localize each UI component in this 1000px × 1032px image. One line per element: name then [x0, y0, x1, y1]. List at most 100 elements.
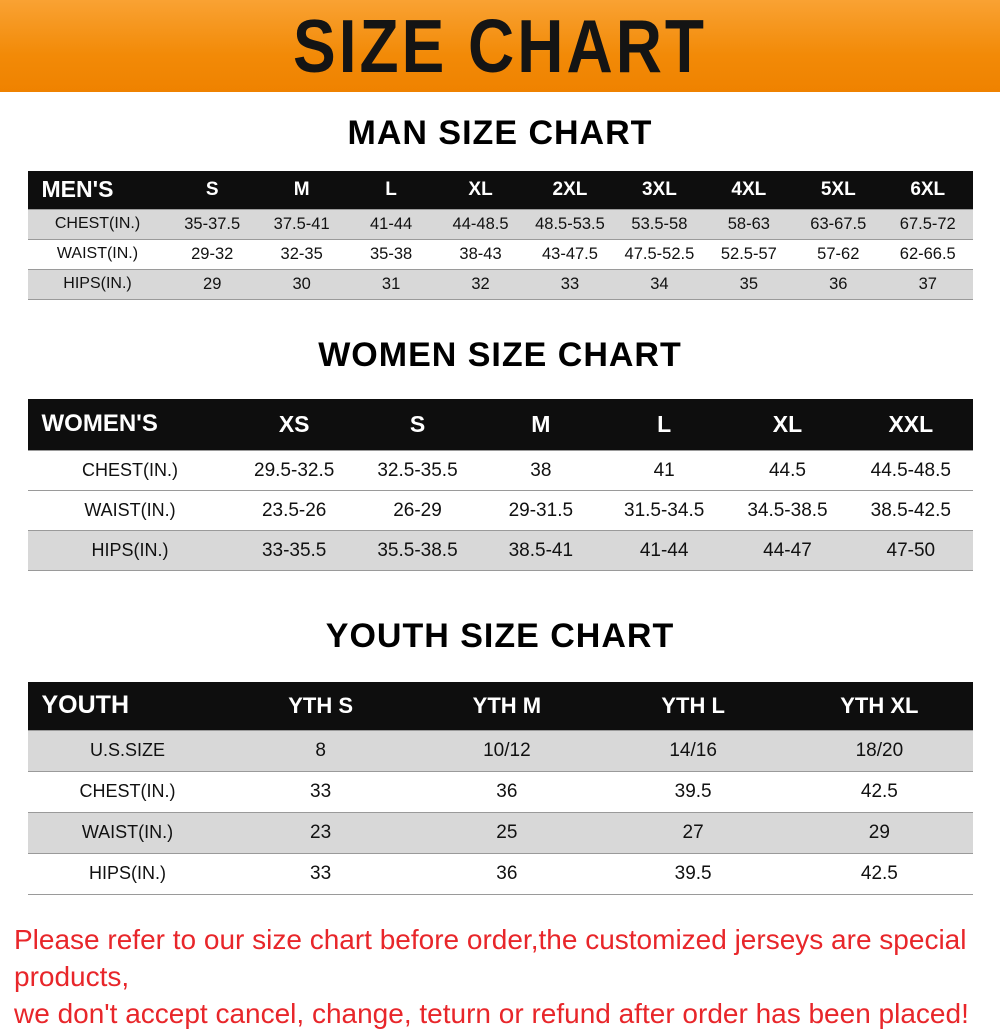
size-cell: 63-67.5 [810, 214, 867, 233]
size-cell: 37 [918, 274, 937, 293]
size-cell: 23.5-26 [261, 499, 327, 521]
size-cell: 53.5-58 [631, 214, 688, 233]
size-column-header: M [256, 171, 347, 209]
size-cell: 33-35.5 [261, 539, 327, 561]
size-cell: 33 [310, 862, 332, 884]
size-column-header: YTH XL [786, 682, 973, 730]
table-title-cell: MEN'S [27, 171, 168, 209]
table-row: HIPS(IN.) 33 36 39.5 42.5 [27, 853, 973, 894]
size-column-header: YTH L [600, 682, 787, 730]
size-column-header: 3XL [614, 171, 705, 209]
size-cell: 14/16 [669, 739, 717, 761]
size-cell: 31.5-34.5 [624, 499, 705, 521]
size-cell: 44.5 [768, 459, 806, 481]
size-cell: 34.5-38.5 [747, 499, 828, 521]
size-cell: 35-38 [369, 244, 413, 263]
disclaimer-text: Please refer to our size chart before or… [0, 921, 1000, 1032]
row-label: WAIST(IN.) [56, 245, 139, 262]
row-label: HIPS(IN.) [63, 275, 132, 292]
table-header-row: WOMEN'S XS S M L XL XXL [27, 398, 973, 451]
size-column-header: 6XL [883, 171, 973, 209]
size-column-header: YTH M [413, 682, 600, 730]
size-column-header: XXL [849, 398, 973, 451]
table-row: HIPS(IN.) 33-35.5 35.5-38.5 38.5-41 41-44 44-… [27, 530, 973, 571]
size-column-header: XS [232, 398, 356, 451]
table-title-cell: WOMEN'S [27, 398, 233, 451]
row-label: CHEST(IN.) [54, 215, 141, 232]
table-row: U.S.SIZE 8 10/12 14/16 18/20 [27, 730, 973, 771]
size-cell: 38.5-41 [508, 539, 574, 561]
size-cell: 41-44 [369, 214, 413, 233]
size-cell: 34 [650, 274, 669, 293]
table-header-row: MEN'S S M L XL 2XL 3XL 4XL 5XL 6XL [27, 171, 973, 209]
size-cell: 41-44 [639, 539, 689, 561]
size-cell: 27 [682, 821, 704, 843]
size-cell: 30 [292, 274, 311, 293]
row-label: CHEST(IN.) [82, 460, 178, 480]
youth-size-table: YOUTH YTH S YTH M YTH L YTH XL U.S.SIZE 8 10/1… [27, 682, 973, 895]
size-cell: 32 [471, 274, 490, 293]
size-cell: 44-48.5 [452, 214, 509, 233]
size-cell: 29.5-32.5 [254, 459, 335, 481]
size-cell: 58-63 [727, 214, 770, 233]
size-cell: 29-31.5 [508, 499, 574, 521]
size-cell: 23 [310, 821, 332, 843]
size-cell: 36 [829, 274, 848, 293]
size-cell: 33 [310, 780, 332, 802]
disclaimer-line-2: we don't accept cancel, change, teturn o… [14, 997, 969, 1029]
size-cell: 31 [381, 274, 401, 293]
size-cell: 38.5-42.5 [870, 499, 951, 521]
table-title-cell: YOUTH [27, 682, 228, 730]
size-cell: 26-29 [393, 499, 442, 521]
size-cell: 44-47 [763, 539, 812, 561]
table-row: WAIST(IN.) 23.5-26 26-29 29-31.5 31.5-34.5 34… [27, 490, 973, 531]
size-chart-banner: SIZE CHART [0, 0, 1000, 92]
row-label: WAIST(IN.) [84, 500, 176, 520]
size-cell: 25 [496, 821, 518, 843]
size-cell: 67.5-72 [899, 214, 956, 233]
table-row: WAIST(IN.) 23 25 27 29 [27, 812, 973, 853]
size-cell: 47.5-52.5 [624, 244, 695, 263]
size-column-header: S [355, 398, 480, 451]
size-cell: 41 [653, 459, 675, 481]
table-row: CHEST(IN.) 33 36 39.5 42.5 [27, 771, 973, 812]
disclaimer-line-1: Please refer to our size chart before or… [14, 923, 967, 992]
size-cell: 43-47.5 [541, 244, 598, 263]
size-cell: 29 [203, 274, 222, 293]
size-cell: 48.5-53.5 [535, 214, 605, 233]
size-cell: 42.5 [860, 780, 898, 802]
size-column-header: 2XL [525, 171, 615, 209]
size-cell: 35.5-38.5 [377, 539, 458, 561]
table-header-row: YOUTH YTH S YTH M YTH L YTH XL [27, 682, 973, 730]
size-column-header: S [167, 171, 257, 209]
size-cell: 36 [496, 862, 518, 884]
size-column-header: 4XL [704, 171, 794, 209]
size-cell: 8 [315, 739, 326, 761]
size-column-header: 5XL [793, 171, 883, 209]
size-cell: 39.5 [674, 862, 712, 884]
size-cell: 52.5-57 [720, 244, 777, 263]
size-cell: 35-37.5 [184, 214, 241, 233]
banner-title: SIZE CHART [293, 3, 707, 89]
mens-size-table: MEN'S S M L XL 2XL 3XL 4XL 5XL 6XL CHEST(IN.) 35-3… [27, 171, 973, 300]
size-cell: 18/20 [855, 739, 904, 761]
table-row: WAIST(IN.) 29-32 32-35 35-38 38-43 43-47.5 47.… [27, 239, 973, 269]
size-cell: 47-50 [886, 539, 936, 561]
size-cell: 10/12 [483, 739, 531, 761]
size-cell: 39.5 [674, 780, 712, 802]
row-label: HIPS(IN.) [88, 863, 166, 883]
table-row: CHEST(IN.) 29.5-32.5 32.5-35.5 38 41 44.5 44.5… [27, 450, 973, 491]
women-size-chart-heading: WOMEN SIZE CHART [318, 335, 682, 374]
size-cell: 42.5 [860, 862, 898, 884]
womens-size-table: WOMEN'S XS S M L XL XXL CHEST(IN.) 29.5-32.5 32.… [27, 398, 973, 572]
size-cell: 38 [530, 459, 552, 481]
row-label: WAIST(IN.) [81, 822, 174, 842]
size-cell: 44.5-48.5 [870, 459, 951, 481]
youth-size-chart-heading: YOUTH SIZE CHART [325, 617, 675, 655]
man-size-chart-heading: MAN SIZE CHART [347, 114, 653, 152]
size-cell: 62-66.5 [899, 244, 956, 263]
size-column-header: M [479, 398, 603, 451]
row-label: CHEST(IN.) [79, 781, 176, 801]
size-cell: 37.5-41 [273, 214, 330, 233]
size-column-header: L [346, 171, 436, 209]
